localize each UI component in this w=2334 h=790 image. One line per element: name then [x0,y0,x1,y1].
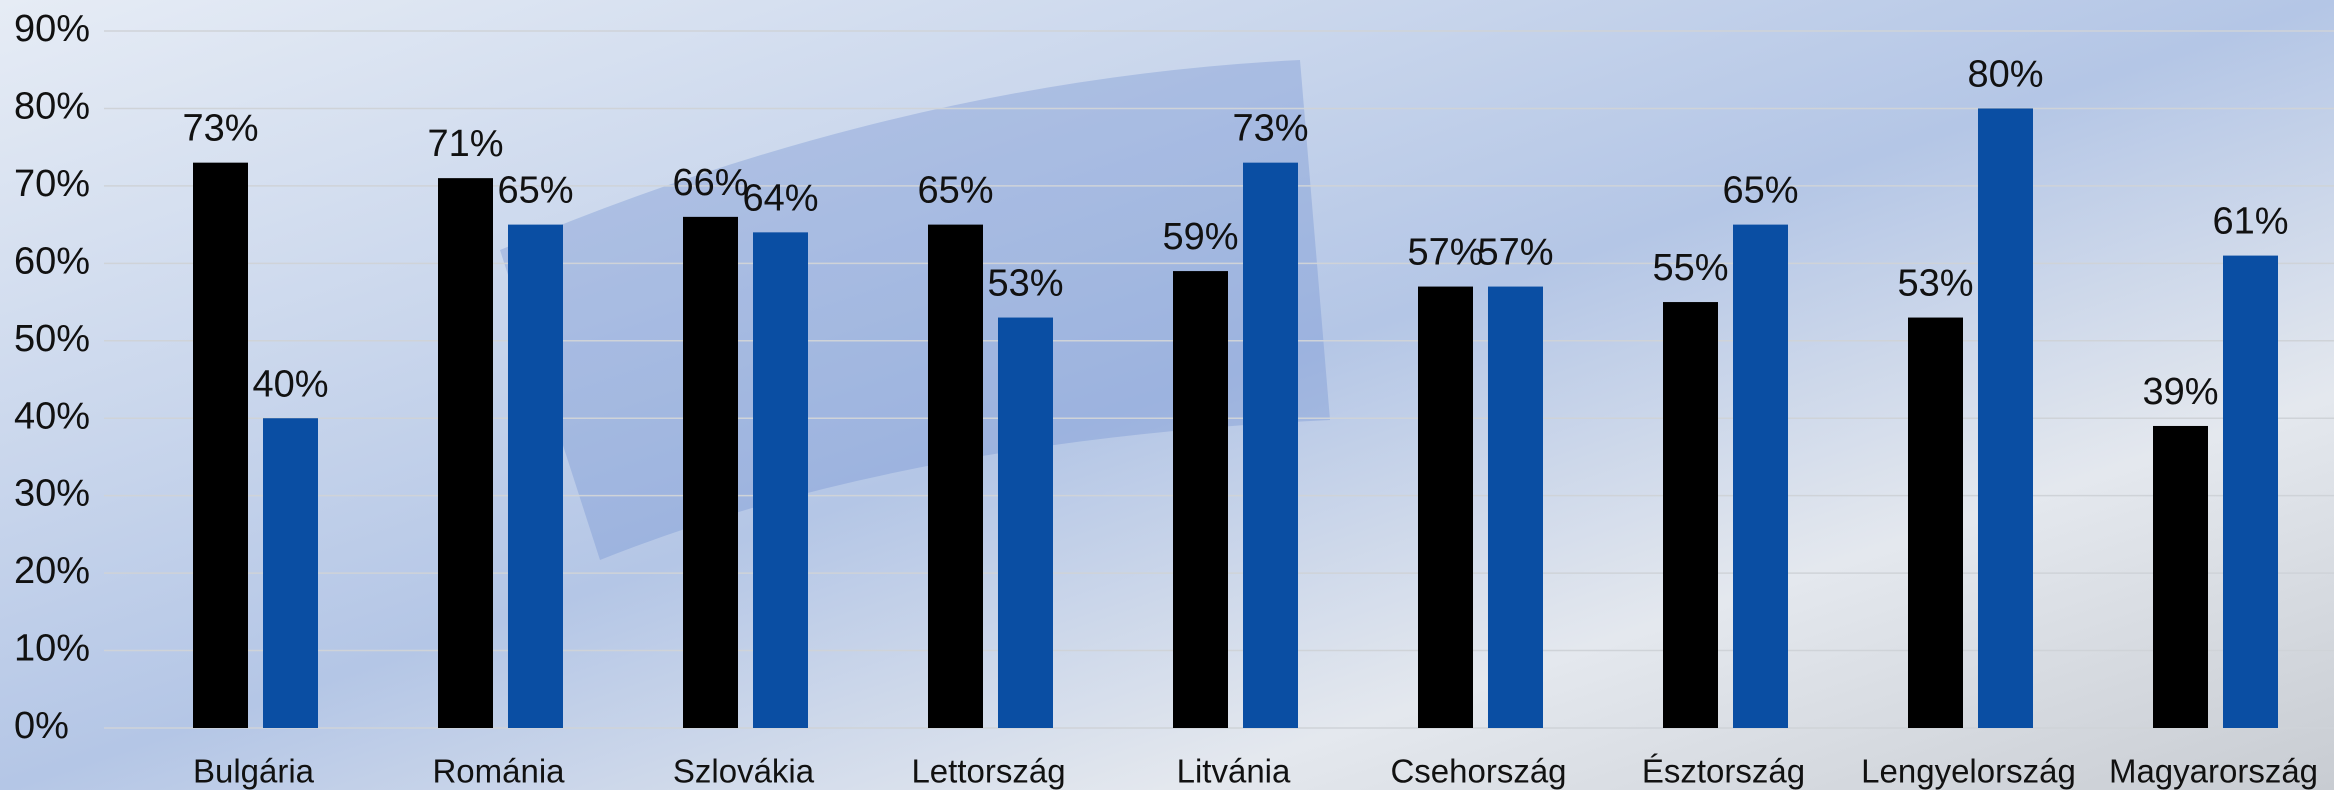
value-label: 80% [1967,53,2043,95]
bar [683,217,738,728]
bar [193,163,248,728]
x-tick-label: Észtország [1642,753,1805,790]
x-tick-label: Litvánia [1177,753,1291,790]
value-label: 39% [2142,371,2218,413]
value-label: 73% [1232,108,1308,150]
bar [928,225,983,728]
y-tick-label: 10% [14,628,90,670]
y-tick-label: 30% [14,473,90,515]
x-tick-label: Bulgária [193,753,315,790]
x-tick-label: Románia [432,753,565,790]
value-label: 65% [1722,170,1798,212]
x-tick-label: Lettország [911,753,1065,790]
bar [1488,287,1543,728]
bar [1733,225,1788,728]
x-tick-label: Szlovákia [673,753,815,790]
y-tick-label: 70% [14,163,90,205]
value-label: 59% [1162,216,1238,258]
value-label: 73% [182,108,258,150]
value-label: 61% [2212,201,2288,243]
value-label: 40% [252,363,328,405]
x-tick-label: Lengyelország [1861,753,2076,790]
bar [1243,163,1298,728]
x-tick-label: Magyarország [2109,753,2318,790]
chart: 0% 10% 20% 30% 40% 50% 60% 70% 80% 90% Bulgária 73%… [0,0,2334,790]
y-tick-label: 20% [14,550,90,592]
y-tick-label: 50% [14,318,90,360]
y-tick-label: 80% [14,85,90,127]
value-label: 57% [1477,232,1553,274]
bar [753,232,808,728]
x-tick-label: Csehország [1390,753,1566,790]
value-label: 65% [497,170,573,212]
bar [1908,318,1963,728]
bar [1173,271,1228,728]
bar [2223,256,2278,728]
bar [263,418,318,728]
bar [508,225,563,728]
bar [998,318,1053,728]
y-tick-label: 0% [14,705,69,747]
bar [1663,302,1718,728]
y-tick-label: 60% [14,240,90,282]
y-tick-label: 90% [14,8,90,50]
value-label: 53% [987,263,1063,305]
y-tick-label: 40% [14,395,90,437]
bar [2153,426,2208,728]
bar [1978,108,2033,728]
value-label: 57% [1407,232,1483,274]
value-label: 53% [1897,263,1973,305]
value-label: 64% [742,177,818,219]
value-label: 65% [917,170,993,212]
value-label: 55% [1652,247,1728,289]
page: {"chart_data": {"type": "bar", "categori… [0,0,2334,790]
value-label: 66% [672,162,748,204]
bar [438,178,493,728]
value-label: 71% [427,123,503,165]
bar [1418,287,1473,728]
